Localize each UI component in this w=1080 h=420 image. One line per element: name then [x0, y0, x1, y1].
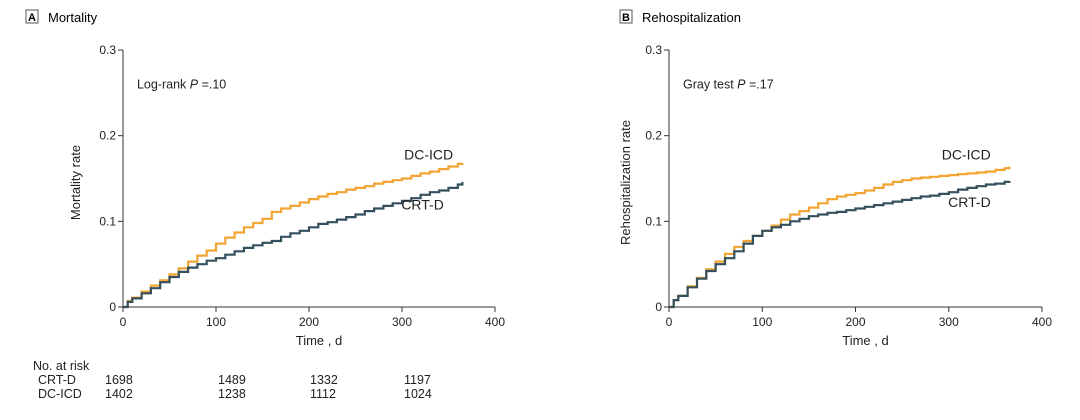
panel-a-y-tick-label: 0: [109, 300, 116, 314]
panel-b-x-tick-label: 300: [939, 315, 959, 329]
panel-b-y-tick-label: 0.3: [645, 43, 662, 57]
risk-cell: 1112: [310, 387, 336, 401]
panel-a-tag-box: [25, 9, 39, 24]
risk-cell: 1332: [310, 373, 338, 387]
risk-cell: 1402: [105, 387, 133, 401]
risk-row-label: DC-ICD: [38, 387, 82, 401]
panel-a-p-value-annotation: Log-rank P =.10: [137, 78, 226, 92]
panel-b-y-axis-label: Rehospitalization rate: [618, 120, 633, 245]
risk-cell: 1489: [218, 373, 246, 387]
panel-a-x-axis-label: Time , d: [296, 333, 342, 348]
panel-a-series-dc-icd: [123, 162, 464, 309]
panel-b-series-dc-icd: [669, 166, 1011, 309]
panel-a-x-tick-label: 400: [485, 315, 505, 329]
panel-a-label-dc-icd: DC-ICD: [404, 147, 453, 163]
panel-a-x-tick-label: 300: [392, 315, 412, 329]
panel-b-x-tick-label: 0: [666, 315, 673, 329]
panel-b-series-crt-d: [669, 180, 1011, 309]
panel-a-series-crt-d: [123, 181, 464, 309]
panel-a-x-tick-label: 100: [206, 315, 226, 329]
panel-b: B Rehospitalization 0 100 200 300 400 0 0.1 0.2 0.…: [618, 9, 1052, 348]
panel-b-title: Rehospitalization: [642, 10, 741, 25]
panel-b-tag-box: [619, 9, 633, 24]
panel-a-title: Mortality: [48, 10, 98, 25]
panel-b-y-tick-label: 0.1: [645, 214, 662, 228]
panel-b-p-value-annotation: Gray test P =.17: [683, 78, 774, 92]
panel-a-y-tick-label: 0.2: [99, 129, 116, 143]
panel-a-y-axis-label: Mortality rate: [68, 145, 83, 220]
risk-cell: 1197: [404, 373, 431, 387]
risk-row-label: CRT-D: [38, 373, 76, 387]
risk-cell: 1024: [404, 387, 432, 401]
risk-table-heading: No. at risk: [33, 359, 90, 373]
panel-b-x-axis-label: Time , d: [842, 333, 888, 348]
panel-a: A Mortality 0 100 200 300 400 0 0.1 0.2 0.3 Time , …: [25, 9, 505, 348]
risk-cell: 1238: [218, 387, 246, 401]
panel-a-y-tick-label: 0.1: [99, 214, 116, 228]
panel-b-y-tick-label: 0: [655, 300, 662, 314]
panel-b-x-tick-label: 400: [1032, 315, 1052, 329]
panel-b-label-dc-icd: DC-ICD: [942, 147, 991, 163]
panel-a-x-tick-label: 200: [299, 315, 319, 329]
panel-b-tag: B: [622, 12, 630, 24]
panel-a-y-tick-label: 0.3: [99, 43, 116, 57]
panel-a-x-tick-label: 0: [120, 315, 127, 329]
panel-b-x-tick-label: 200: [845, 315, 865, 329]
panel-b-label-crt-d: CRT-D: [948, 194, 991, 210]
panel-a-label-crt-d: CRT-D: [401, 196, 444, 212]
panel-b-y-tick-label: 0.2: [645, 129, 662, 143]
panel-b-x-tick-label: 100: [752, 315, 772, 329]
risk-cell: 1698: [105, 373, 133, 387]
panel-a-tag: A: [28, 12, 36, 24]
